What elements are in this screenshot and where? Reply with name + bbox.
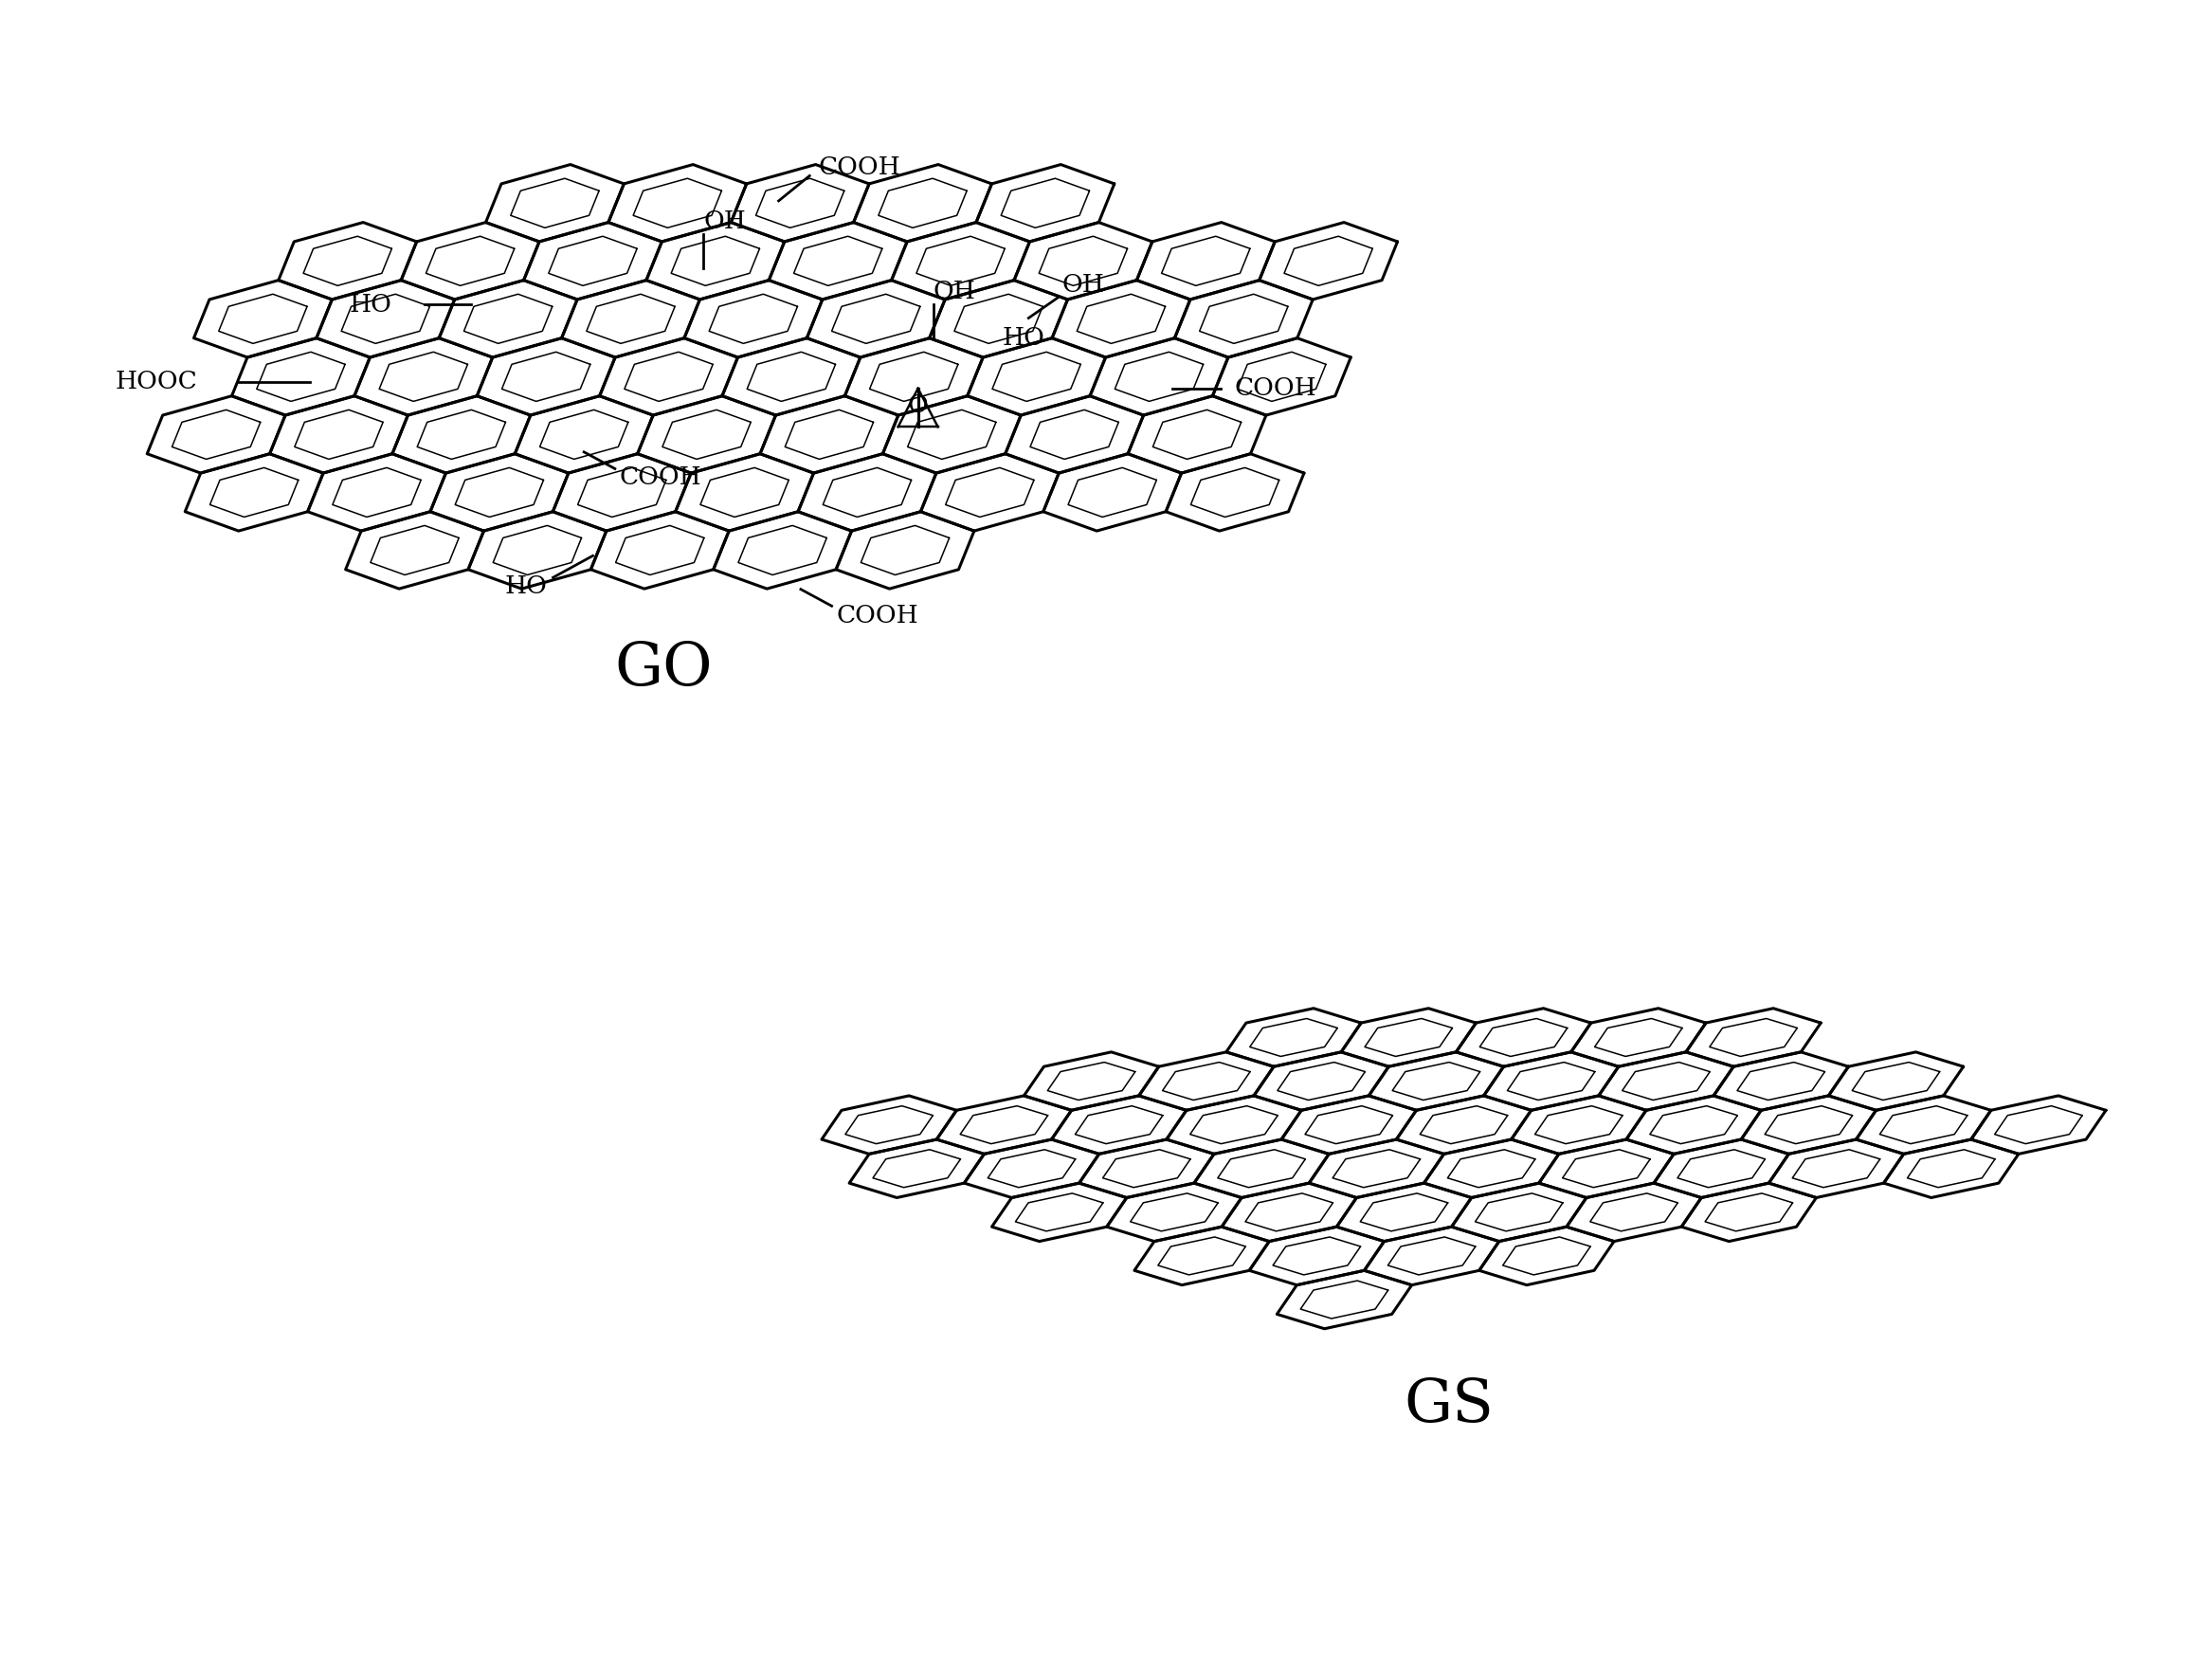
Text: COOH: COOH bbox=[836, 604, 918, 628]
Text: OH: OH bbox=[703, 209, 745, 233]
Text: O: O bbox=[907, 393, 929, 417]
Text: COOH: COOH bbox=[619, 465, 701, 489]
Text: HO: HO bbox=[504, 574, 546, 598]
Text: COOH: COOH bbox=[818, 156, 900, 179]
Text: GS: GS bbox=[1405, 1378, 1493, 1435]
Text: HOOC: HOOC bbox=[115, 370, 197, 393]
Text: GO: GO bbox=[615, 641, 712, 698]
Text: OH: OH bbox=[933, 280, 975, 303]
Text: OH: OH bbox=[1062, 273, 1104, 296]
Text: COOH: COOH bbox=[1234, 377, 1316, 400]
Text: HO: HO bbox=[349, 293, 392, 316]
Text: HO: HO bbox=[1002, 326, 1044, 350]
